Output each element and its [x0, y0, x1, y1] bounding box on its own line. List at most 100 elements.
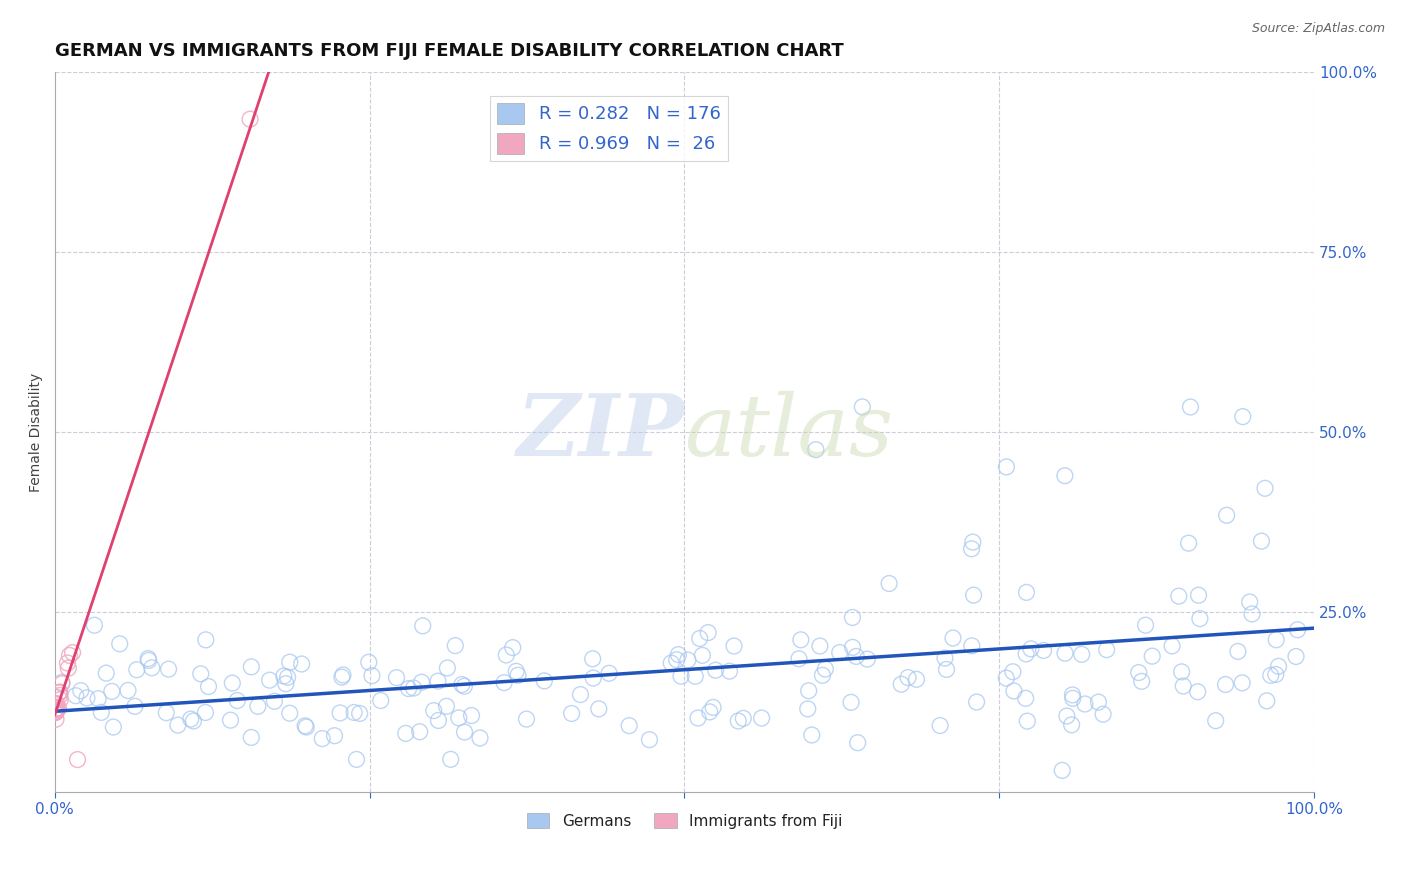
Point	[1070, 648, 1092, 662]
Point	[702, 700, 724, 714]
Point	[1002, 684, 1025, 698]
Point	[1062, 688, 1084, 702]
Point	[1232, 409, 1254, 424]
Point	[495, 648, 517, 662]
Point	[278, 706, 301, 721]
Point	[58, 661, 80, 675]
Point	[686, 711, 709, 725]
Point	[1205, 714, 1227, 728]
Point	[588, 702, 610, 716]
Point	[278, 655, 301, 669]
Point	[811, 668, 834, 682]
Point	[1015, 647, 1038, 661]
Point	[942, 631, 965, 645]
Point	[962, 588, 984, 602]
Point	[219, 713, 242, 727]
Text: GERMAN VS IMMIGRANTS FROM FIJI FEMALE DISABILITY CORRELATION CHART: GERMAN VS IMMIGRANTS FROM FIJI FEMALE DI…	[55, 42, 844, 60]
Point	[157, 662, 180, 676]
Point	[841, 610, 863, 624]
Point	[436, 699, 458, 714]
Point	[1180, 400, 1202, 414]
Point	[839, 695, 862, 709]
Point	[56, 656, 79, 670]
Point	[689, 632, 711, 646]
Point	[45, 706, 67, 720]
Point	[45, 705, 67, 719]
Point	[877, 576, 900, 591]
Point	[733, 711, 755, 725]
Point	[96, 666, 118, 681]
Text: Source: ZipAtlas.com: Source: ZipAtlas.com	[1251, 22, 1385, 36]
Point	[436, 661, 458, 675]
Point	[240, 731, 263, 745]
Point	[1015, 691, 1038, 706]
Point	[727, 714, 749, 728]
Point	[960, 639, 983, 653]
Point	[295, 720, 318, 734]
Point	[751, 711, 773, 725]
Point	[453, 679, 475, 693]
Point	[797, 702, 820, 716]
Point	[45, 702, 67, 716]
Point	[274, 677, 297, 691]
Point	[676, 653, 699, 667]
Point	[856, 652, 879, 666]
Point	[155, 706, 177, 720]
Point	[1285, 649, 1308, 664]
Point	[1032, 643, 1054, 657]
Point	[273, 669, 295, 683]
Point	[58, 648, 80, 663]
Point	[1060, 718, 1083, 732]
Point	[444, 639, 467, 653]
Point	[48, 701, 70, 715]
Point	[44, 697, 66, 711]
Point	[787, 652, 810, 666]
Point	[239, 112, 262, 127]
Point	[1177, 536, 1199, 550]
Point	[440, 752, 463, 766]
Point	[346, 752, 368, 766]
Point	[51, 675, 73, 690]
Point	[814, 662, 837, 676]
Point	[44, 706, 66, 720]
Point	[183, 714, 205, 728]
Point	[194, 632, 217, 647]
Point	[427, 714, 450, 728]
Point	[1267, 659, 1289, 673]
Point	[190, 666, 212, 681]
Point	[124, 699, 146, 714]
Point	[69, 683, 91, 698]
Point	[46, 701, 69, 715]
Point	[1142, 649, 1164, 664]
Point	[515, 712, 537, 726]
Point	[1260, 668, 1282, 682]
Point	[385, 671, 408, 685]
Point	[48, 686, 70, 700]
Point	[561, 706, 583, 721]
Point	[995, 671, 1018, 685]
Point	[845, 649, 868, 664]
Point	[1188, 612, 1211, 626]
Point	[226, 693, 249, 707]
Point	[533, 673, 555, 688]
Y-axis label: Female Disability: Female Disability	[30, 373, 44, 491]
Point	[797, 683, 820, 698]
Point	[221, 676, 243, 690]
Point	[103, 720, 125, 734]
Point	[412, 619, 434, 633]
Point	[197, 680, 219, 694]
Point	[411, 675, 433, 690]
Point	[45, 697, 67, 711]
Point	[692, 648, 714, 663]
Point	[699, 705, 721, 719]
Point	[960, 541, 983, 556]
Point	[422, 704, 444, 718]
Point	[49, 692, 72, 706]
Text: ZIP: ZIP	[516, 391, 685, 474]
Point	[1265, 632, 1288, 647]
Point	[108, 637, 131, 651]
Point	[841, 640, 863, 655]
Point	[1001, 665, 1024, 679]
Point	[1230, 676, 1253, 690]
Point	[65, 689, 87, 703]
